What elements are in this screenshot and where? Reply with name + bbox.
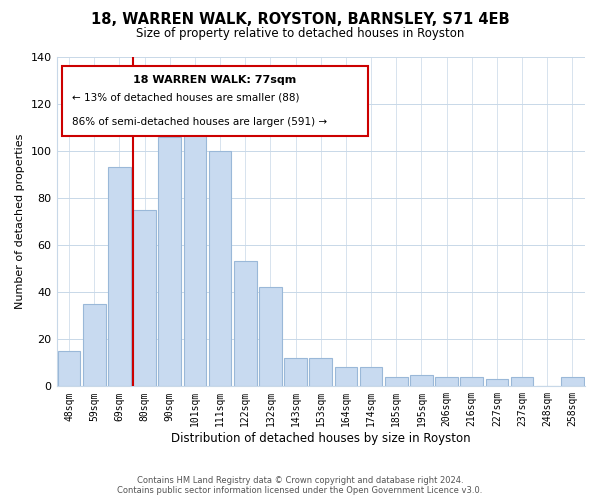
Bar xyxy=(284,358,307,386)
Bar xyxy=(184,120,206,386)
Bar xyxy=(435,377,458,386)
Bar xyxy=(83,304,106,386)
Text: 18, WARREN WALK, ROYSTON, BARNSLEY, S71 4EB: 18, WARREN WALK, ROYSTON, BARNSLEY, S71 … xyxy=(91,12,509,28)
Bar xyxy=(460,377,483,386)
Bar xyxy=(259,288,282,386)
Text: 18 WARREN WALK: 77sqm: 18 WARREN WALK: 77sqm xyxy=(133,74,297,85)
Bar xyxy=(485,380,508,386)
Bar xyxy=(58,351,80,386)
Bar xyxy=(335,368,357,386)
Text: Size of property relative to detached houses in Royston: Size of property relative to detached ho… xyxy=(136,28,464,40)
Bar xyxy=(133,210,156,386)
Text: Contains HM Land Registry data © Crown copyright and database right 2024.
Contai: Contains HM Land Registry data © Crown c… xyxy=(118,476,482,495)
Y-axis label: Number of detached properties: Number of detached properties xyxy=(15,134,25,309)
Bar xyxy=(385,377,407,386)
FancyBboxPatch shape xyxy=(62,66,368,136)
X-axis label: Distribution of detached houses by size in Royston: Distribution of detached houses by size … xyxy=(171,432,470,445)
Text: ← 13% of detached houses are smaller (88): ← 13% of detached houses are smaller (88… xyxy=(73,92,300,102)
Bar xyxy=(158,136,181,386)
Bar xyxy=(511,377,533,386)
Bar xyxy=(108,167,131,386)
Bar xyxy=(310,358,332,386)
Bar xyxy=(561,377,584,386)
Bar xyxy=(209,150,232,386)
Bar xyxy=(234,262,257,386)
Bar xyxy=(360,368,382,386)
Bar xyxy=(410,374,433,386)
Text: 86% of semi-detached houses are larger (591) →: 86% of semi-detached houses are larger (… xyxy=(73,118,328,128)
